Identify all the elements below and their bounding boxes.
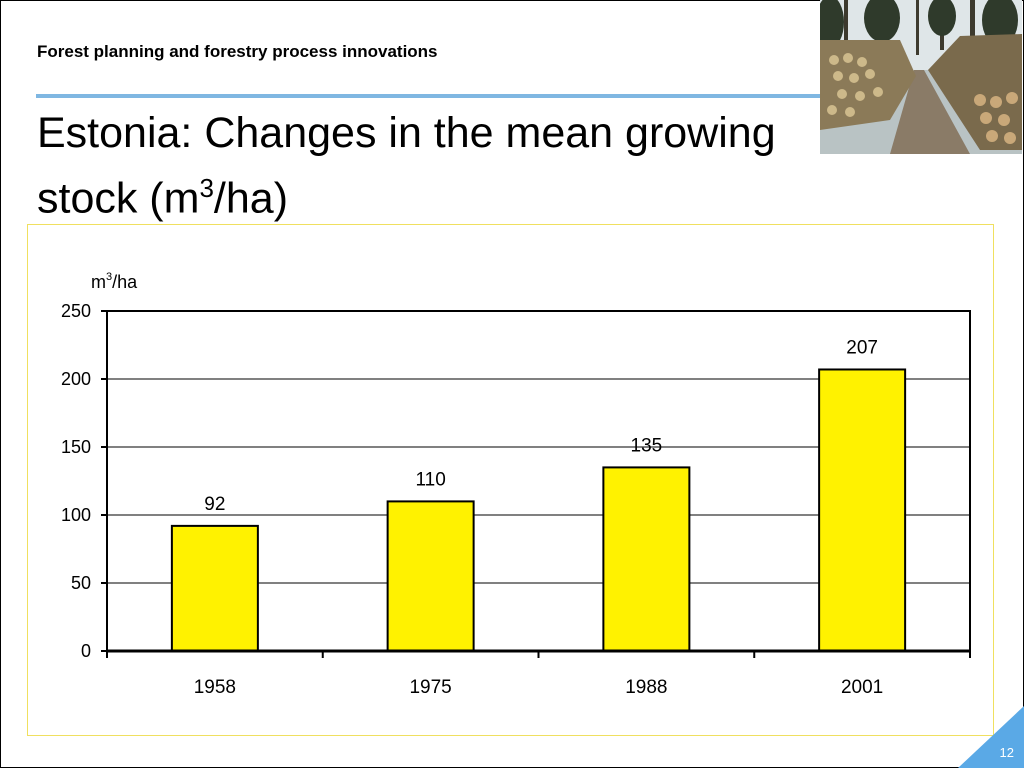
corner-shape xyxy=(958,706,1024,768)
bar-1975 xyxy=(386,500,475,652)
header-label: Forest planning and forestry process inn… xyxy=(37,42,438,61)
bars xyxy=(170,368,907,653)
photo-illustration xyxy=(820,0,1022,154)
page-number: 12 xyxy=(999,745,1014,760)
y-tick-label: 100 xyxy=(61,505,91,525)
slide-title: Estonia: Changes in the mean growing sto… xyxy=(37,106,797,226)
chart-frame: m3/ha 0 50 100 150 200 250 1958 1975 1988 2001 9… xyxy=(27,224,994,736)
bar-1988 xyxy=(602,466,691,652)
data-label: 110 xyxy=(415,469,445,490)
y-axis-label: m3/ha xyxy=(91,271,138,292)
y-tick-label: 200 xyxy=(61,369,91,389)
x-tick-label: 1958 xyxy=(194,677,236,698)
y-tick-label: 0 xyxy=(81,641,91,661)
axes xyxy=(101,310,971,658)
y-tick-label: 250 xyxy=(61,301,91,321)
y-tick-label: 150 xyxy=(61,437,91,457)
page-corner-tab: 12 xyxy=(958,706,1024,768)
x-tick-label: 1975 xyxy=(409,677,451,698)
bar-1958 xyxy=(170,524,259,653)
title-main: Estonia: Changes in the mean growing sto… xyxy=(37,109,776,223)
forest-log-piles-photo xyxy=(820,0,1022,154)
y-axis-label-end: /ha xyxy=(112,272,138,292)
x-tick-label: 2001 xyxy=(841,677,883,698)
bar-2001 xyxy=(818,368,907,652)
header-rule xyxy=(36,94,822,98)
data-labels: 92 110 135 207 xyxy=(204,337,878,514)
data-label: 135 xyxy=(631,435,663,456)
title-end: /ha) xyxy=(213,174,289,223)
y-tick-labels: 0 50 100 150 200 250 xyxy=(61,301,91,661)
title-superscript: 3 xyxy=(199,173,214,203)
y-axis-label-superscript: 3 xyxy=(106,271,112,283)
y-tick-label: 50 xyxy=(71,573,91,593)
data-label: 207 xyxy=(846,337,878,358)
data-label: 92 xyxy=(204,494,225,515)
x-tick-label: 1988 xyxy=(625,677,667,698)
y-axis-label-main: m xyxy=(91,272,106,292)
bar-chart: m3/ha 0 50 100 150 200 250 1958 1975 1988 2001 9… xyxy=(61,271,971,698)
x-tick-labels: 1958 1975 1988 2001 xyxy=(194,677,884,698)
